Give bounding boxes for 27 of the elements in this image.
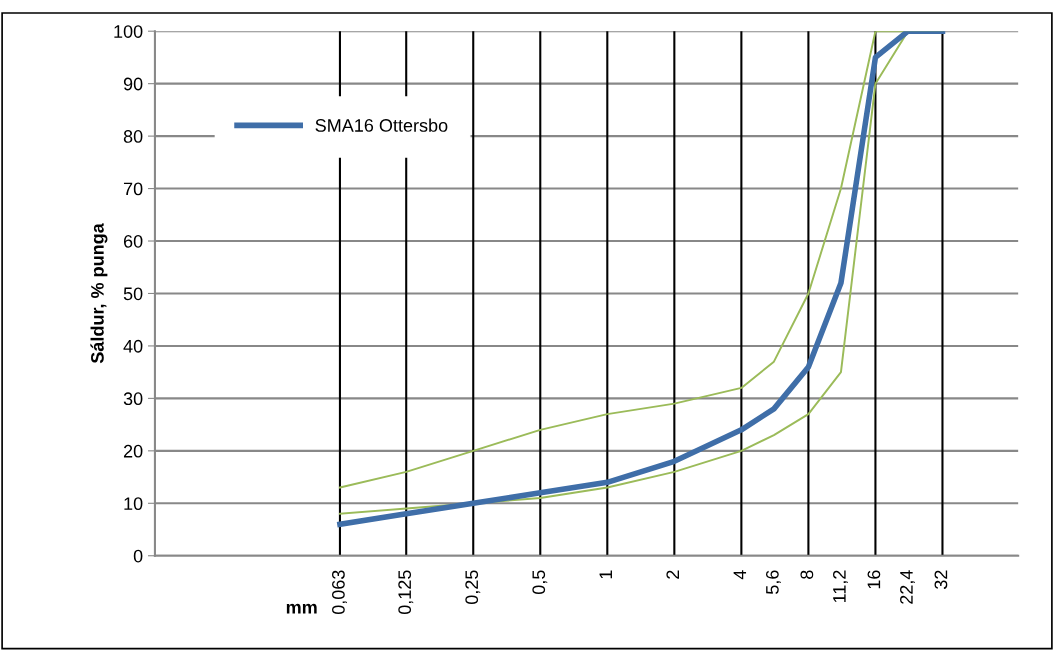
y-tick-label: 10 xyxy=(124,497,143,511)
y-tick-label: 70 xyxy=(123,182,143,196)
y-tick-label: 100 xyxy=(114,25,143,38)
legend-label: SMA16 Ottersbo xyxy=(315,118,448,132)
y-axis-title: Sáldur, % punga xyxy=(90,223,108,364)
y-tick-label: 20 xyxy=(123,444,143,458)
x-tick-label: 0,063 xyxy=(332,570,347,615)
y-tick-label: 90 xyxy=(123,77,143,91)
y-tick-label: 50 xyxy=(123,287,143,301)
y-tick-label: 30 xyxy=(123,392,143,406)
x-tick-label: 5,6 xyxy=(765,570,781,595)
x-tick-label: 11,2 xyxy=(833,570,848,603)
x-tick-label: 0,25 xyxy=(465,570,481,605)
x-tick-label: 0,125 xyxy=(398,570,414,615)
x-tick-label: 32 xyxy=(934,570,948,590)
x-tick-label: 8 xyxy=(800,570,814,579)
x-tick-label: 1 xyxy=(599,570,612,579)
x-tick-label: 2 xyxy=(666,570,680,579)
y-tick-label: 0 xyxy=(133,549,143,563)
x-tick-label: 22,4 xyxy=(900,570,915,604)
x-tick-label: 16 xyxy=(867,570,881,589)
x-tick-label: 0,5 xyxy=(532,570,548,595)
x-tick-label: 4 xyxy=(733,570,747,580)
y-tick-label: 80 xyxy=(123,130,143,143)
x-axis-title: mm xyxy=(286,603,317,614)
y-tick-label: 40 xyxy=(123,339,143,353)
y-tick-label: 60 xyxy=(123,234,143,248)
